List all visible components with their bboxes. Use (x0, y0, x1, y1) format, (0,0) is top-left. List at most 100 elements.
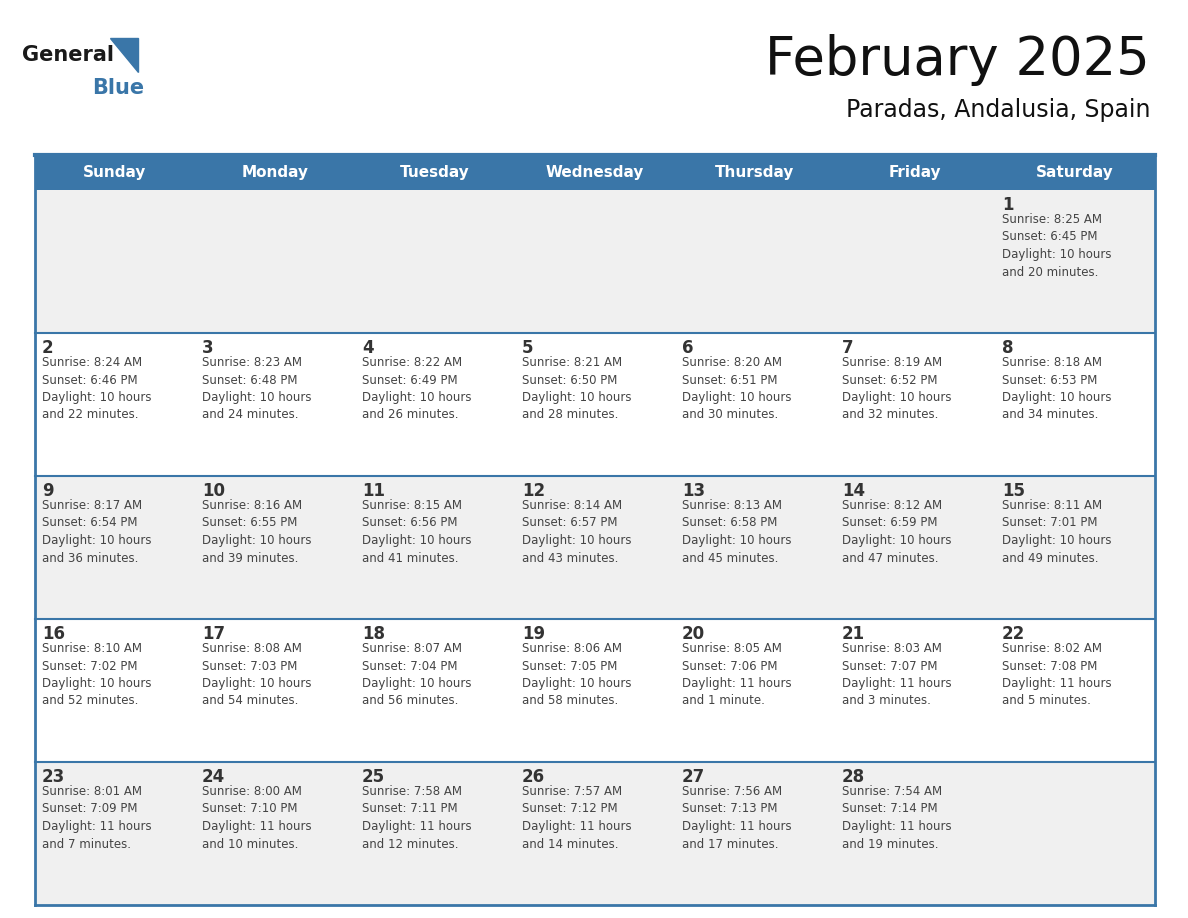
Text: 19: 19 (522, 625, 545, 643)
Bar (675, 619, 835, 762)
Bar (996, 476, 1155, 619)
Text: Sunrise: 8:11 AM
Sunset: 7:01 PM
Daylight: 10 hours
and 49 minutes.: Sunrise: 8:11 AM Sunset: 7:01 PM Dayligh… (1001, 499, 1112, 565)
Bar (675, 190, 835, 333)
Text: 15: 15 (1001, 482, 1025, 500)
Text: 7: 7 (842, 339, 854, 357)
Text: Monday: Monday (241, 165, 309, 180)
Text: Sunrise: 8:07 AM
Sunset: 7:04 PM
Daylight: 10 hours
and 56 minutes.: Sunrise: 8:07 AM Sunset: 7:04 PM Dayligh… (362, 642, 472, 708)
Bar (355, 762, 516, 905)
Bar (996, 762, 1155, 905)
Text: Sunrise: 8:06 AM
Sunset: 7:05 PM
Daylight: 10 hours
and 58 minutes.: Sunrise: 8:06 AM Sunset: 7:05 PM Dayligh… (522, 642, 632, 708)
Bar (195, 476, 355, 619)
Bar (675, 155, 835, 190)
Text: 23: 23 (42, 768, 65, 786)
Text: Sunrise: 8:02 AM
Sunset: 7:08 PM
Daylight: 11 hours
and 5 minutes.: Sunrise: 8:02 AM Sunset: 7:08 PM Dayligh… (1001, 642, 1112, 708)
Text: Sunrise: 8:10 AM
Sunset: 7:02 PM
Daylight: 10 hours
and 52 minutes.: Sunrise: 8:10 AM Sunset: 7:02 PM Dayligh… (42, 642, 152, 708)
Text: Sunrise: 8:15 AM
Sunset: 6:56 PM
Daylight: 10 hours
and 41 minutes.: Sunrise: 8:15 AM Sunset: 6:56 PM Dayligh… (362, 499, 472, 565)
Text: 21: 21 (842, 625, 865, 643)
Bar (195, 333, 355, 476)
Text: Wednesday: Wednesday (545, 165, 644, 180)
Text: Sunrise: 8:22 AM
Sunset: 6:49 PM
Daylight: 10 hours
and 26 minutes.: Sunrise: 8:22 AM Sunset: 6:49 PM Dayligh… (362, 356, 472, 421)
Text: General: General (23, 45, 114, 65)
Bar (996, 619, 1155, 762)
Text: 11: 11 (362, 482, 385, 500)
Text: Sunrise: 8:18 AM
Sunset: 6:53 PM
Daylight: 10 hours
and 34 minutes.: Sunrise: 8:18 AM Sunset: 6:53 PM Dayligh… (1001, 356, 1112, 421)
Bar (195, 762, 355, 905)
Bar (355, 619, 516, 762)
Bar (675, 762, 835, 905)
Text: 14: 14 (842, 482, 865, 500)
Bar (835, 155, 996, 190)
Bar (516, 190, 675, 333)
Text: Tuesday: Tuesday (400, 165, 470, 180)
Bar (516, 333, 675, 476)
Text: Sunrise: 8:17 AM
Sunset: 6:54 PM
Daylight: 10 hours
and 36 minutes.: Sunrise: 8:17 AM Sunset: 6:54 PM Dayligh… (42, 499, 152, 565)
Text: Friday: Friday (889, 165, 941, 180)
Text: Sunrise: 8:24 AM
Sunset: 6:46 PM
Daylight: 10 hours
and 22 minutes.: Sunrise: 8:24 AM Sunset: 6:46 PM Dayligh… (42, 356, 152, 421)
Text: Sunrise: 8:03 AM
Sunset: 7:07 PM
Daylight: 11 hours
and 3 minutes.: Sunrise: 8:03 AM Sunset: 7:07 PM Dayligh… (842, 642, 952, 708)
Text: Sunrise: 8:21 AM
Sunset: 6:50 PM
Daylight: 10 hours
and 28 minutes.: Sunrise: 8:21 AM Sunset: 6:50 PM Dayligh… (522, 356, 632, 421)
Bar (34, 762, 195, 905)
Text: 25: 25 (362, 768, 385, 786)
Bar (516, 619, 675, 762)
Bar (675, 476, 835, 619)
Text: 10: 10 (202, 482, 225, 500)
Text: 18: 18 (362, 625, 385, 643)
Bar (835, 619, 996, 762)
Bar (996, 190, 1155, 333)
Bar (996, 333, 1155, 476)
Bar (34, 190, 195, 333)
Text: Sunrise: 8:13 AM
Sunset: 6:58 PM
Daylight: 10 hours
and 45 minutes.: Sunrise: 8:13 AM Sunset: 6:58 PM Dayligh… (682, 499, 791, 565)
Text: Sunrise: 7:58 AM
Sunset: 7:11 PM
Daylight: 11 hours
and 12 minutes.: Sunrise: 7:58 AM Sunset: 7:11 PM Dayligh… (362, 785, 472, 850)
Text: 6: 6 (682, 339, 694, 357)
Text: 24: 24 (202, 768, 226, 786)
Text: 16: 16 (42, 625, 65, 643)
Text: Paradas, Andalusia, Spain: Paradas, Andalusia, Spain (846, 98, 1150, 122)
Bar (34, 155, 195, 190)
Text: Saturday: Saturday (1036, 165, 1114, 180)
Text: 1: 1 (1001, 196, 1013, 214)
Bar (34, 476, 195, 619)
Text: Sunrise: 8:00 AM
Sunset: 7:10 PM
Daylight: 11 hours
and 10 minutes.: Sunrise: 8:00 AM Sunset: 7:10 PM Dayligh… (202, 785, 311, 850)
Text: 8: 8 (1001, 339, 1013, 357)
Bar (516, 476, 675, 619)
Text: Sunrise: 7:54 AM
Sunset: 7:14 PM
Daylight: 11 hours
and 19 minutes.: Sunrise: 7:54 AM Sunset: 7:14 PM Dayligh… (842, 785, 952, 850)
Text: Sunrise: 7:57 AM
Sunset: 7:12 PM
Daylight: 11 hours
and 14 minutes.: Sunrise: 7:57 AM Sunset: 7:12 PM Dayligh… (522, 785, 632, 850)
Text: 28: 28 (842, 768, 865, 786)
Text: Sunrise: 8:05 AM
Sunset: 7:06 PM
Daylight: 11 hours
and 1 minute.: Sunrise: 8:05 AM Sunset: 7:06 PM Dayligh… (682, 642, 791, 708)
Text: Sunrise: 8:08 AM
Sunset: 7:03 PM
Daylight: 10 hours
and 54 minutes.: Sunrise: 8:08 AM Sunset: 7:03 PM Dayligh… (202, 642, 311, 708)
Text: 17: 17 (202, 625, 225, 643)
Bar (996, 155, 1155, 190)
Text: 2: 2 (42, 339, 53, 357)
Text: 12: 12 (522, 482, 545, 500)
Text: 20: 20 (682, 625, 706, 643)
Text: Sunrise: 8:14 AM
Sunset: 6:57 PM
Daylight: 10 hours
and 43 minutes.: Sunrise: 8:14 AM Sunset: 6:57 PM Dayligh… (522, 499, 632, 565)
Text: Sunrise: 7:56 AM
Sunset: 7:13 PM
Daylight: 11 hours
and 17 minutes.: Sunrise: 7:56 AM Sunset: 7:13 PM Dayligh… (682, 785, 791, 850)
Bar (355, 155, 516, 190)
Text: Sunrise: 8:12 AM
Sunset: 6:59 PM
Daylight: 10 hours
and 47 minutes.: Sunrise: 8:12 AM Sunset: 6:59 PM Dayligh… (842, 499, 952, 565)
Bar (355, 190, 516, 333)
Text: 27: 27 (682, 768, 706, 786)
Text: 3: 3 (202, 339, 214, 357)
Bar (355, 476, 516, 619)
Bar (835, 333, 996, 476)
Bar (355, 333, 516, 476)
Bar (195, 155, 355, 190)
Bar (516, 155, 675, 190)
Text: 5: 5 (522, 339, 533, 357)
Text: Thursday: Thursday (715, 165, 795, 180)
Text: 26: 26 (522, 768, 545, 786)
Text: Blue: Blue (91, 78, 144, 98)
Bar (34, 333, 195, 476)
Bar (835, 476, 996, 619)
Text: Sunrise: 8:16 AM
Sunset: 6:55 PM
Daylight: 10 hours
and 39 minutes.: Sunrise: 8:16 AM Sunset: 6:55 PM Dayligh… (202, 499, 311, 565)
Bar (516, 762, 675, 905)
Text: 13: 13 (682, 482, 706, 500)
Text: Sunrise: 8:23 AM
Sunset: 6:48 PM
Daylight: 10 hours
and 24 minutes.: Sunrise: 8:23 AM Sunset: 6:48 PM Dayligh… (202, 356, 311, 421)
Text: Sunrise: 8:01 AM
Sunset: 7:09 PM
Daylight: 11 hours
and 7 minutes.: Sunrise: 8:01 AM Sunset: 7:09 PM Dayligh… (42, 785, 152, 850)
Bar (835, 762, 996, 905)
Polygon shape (110, 38, 138, 72)
Text: Sunrise: 8:20 AM
Sunset: 6:51 PM
Daylight: 10 hours
and 30 minutes.: Sunrise: 8:20 AM Sunset: 6:51 PM Dayligh… (682, 356, 791, 421)
Text: Sunrise: 8:19 AM
Sunset: 6:52 PM
Daylight: 10 hours
and 32 minutes.: Sunrise: 8:19 AM Sunset: 6:52 PM Dayligh… (842, 356, 952, 421)
Bar (835, 190, 996, 333)
